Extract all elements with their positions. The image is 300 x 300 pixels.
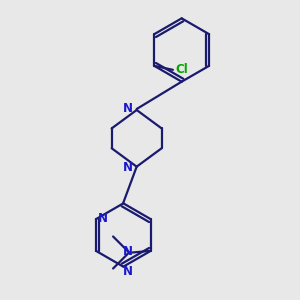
Text: N: N [123, 103, 133, 116]
Text: N: N [98, 212, 108, 225]
Text: Cl: Cl [176, 63, 189, 76]
Text: N: N [123, 161, 133, 174]
Text: N: N [123, 265, 133, 278]
Text: N: N [122, 245, 132, 258]
